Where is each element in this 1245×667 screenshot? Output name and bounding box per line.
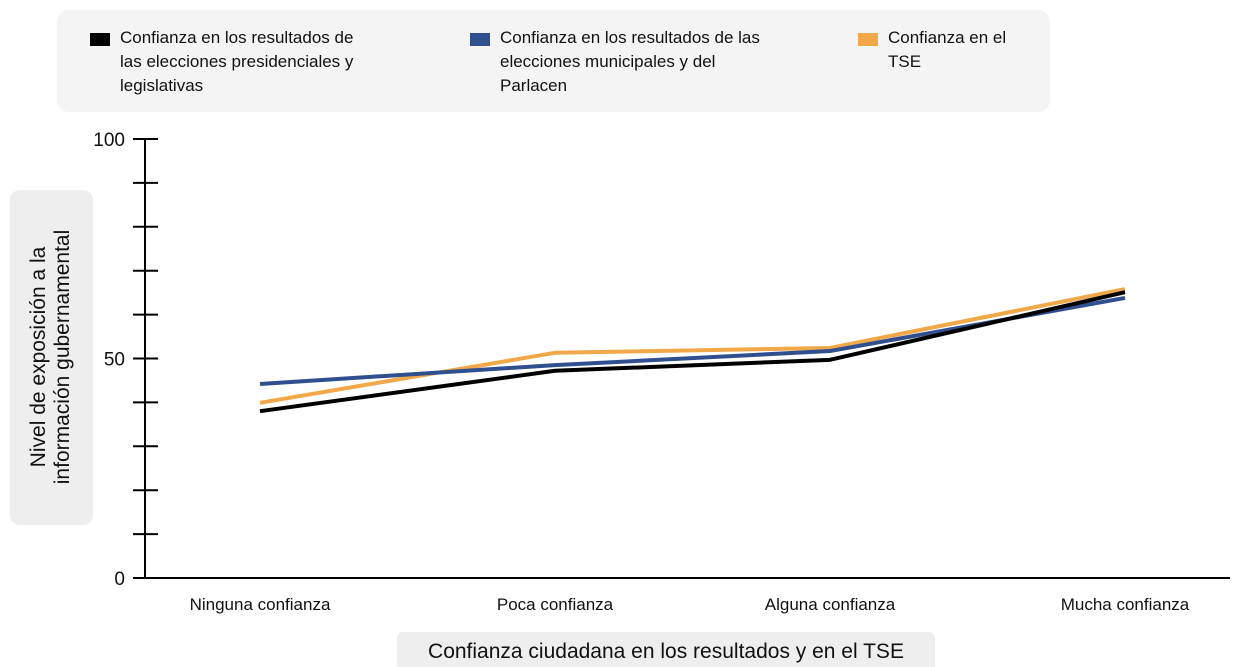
series-line [259,295,1126,386]
y-axis-label-line: Nivel de exposición a la [27,246,50,467]
legend-label: Confianza en los resultados de las elecc… [500,28,760,95]
x-axis-label: Confianza ciudadana en los resultados y … [428,640,904,663]
legend-item: Confianza en el TSE [858,26,1038,74]
series-line [259,290,1126,414]
x-label-box [397,632,935,667]
x-tick-label: Alguna confianza [765,595,896,614]
y-label-box [10,190,93,525]
y-tick-label: 0 [114,569,125,590]
x-tick-label: Ninguna confianza [190,595,331,614]
legend-swatch [90,33,110,46]
legend-swatch [858,33,878,46]
x-tick-label: Mucha confianza [1061,595,1190,614]
legend [57,10,1050,112]
series-line [259,287,1126,405]
legend-item: Confianza en los resultados de las elecc… [470,26,760,98]
legend-item: Confianza en los resultados de las elecc… [90,26,375,98]
y-axis-label-line: información gubernamental [51,230,74,484]
y-axis-label: Nivel de exposición a lainformación gube… [27,230,74,484]
x-tick-label: Poca confianza [497,595,614,614]
y-tick-label: 100 [93,130,125,151]
legend-swatch [470,33,490,46]
y-tick-label: 50 [104,350,125,371]
legend-label: Confianza en los resultados de las elecc… [120,28,354,95]
legend-label: Confianza en el TSE [888,28,1007,71]
